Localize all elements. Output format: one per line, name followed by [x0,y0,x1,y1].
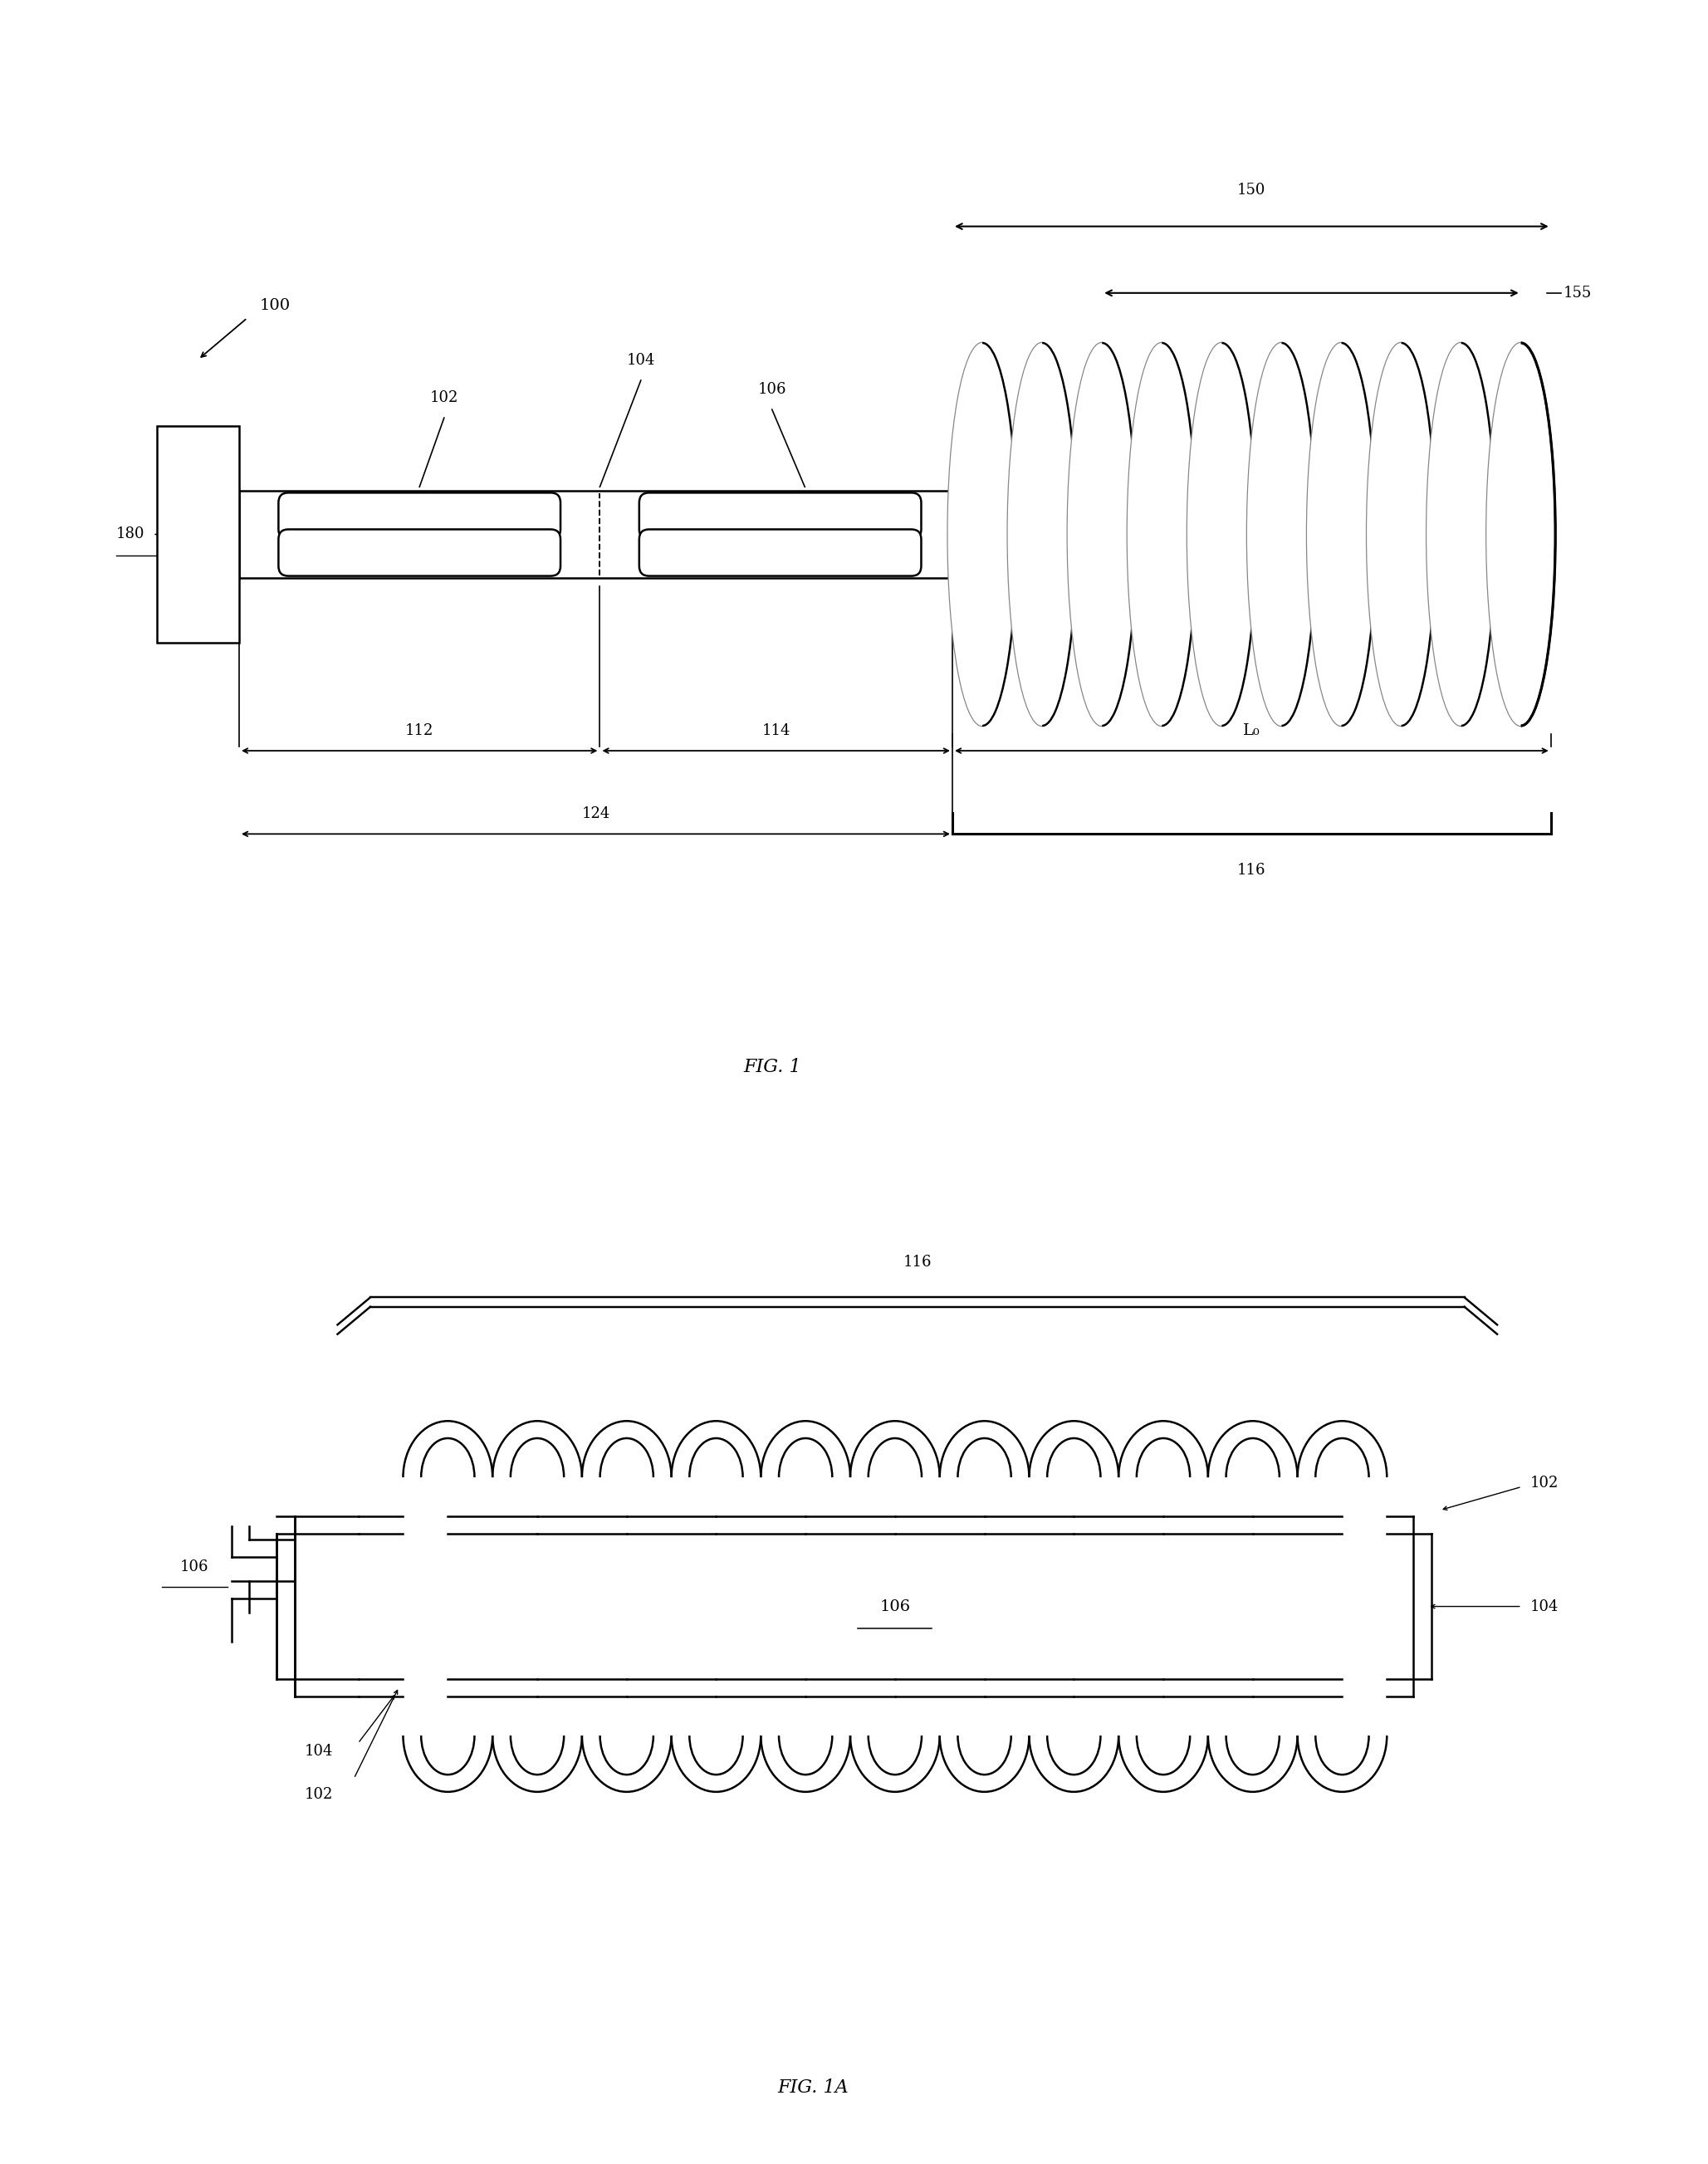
Bar [157,426,239,643]
Ellipse shape [1426,342,1496,725]
FancyBboxPatch shape [278,530,560,576]
FancyBboxPatch shape [639,530,921,576]
Text: 155: 155 [1563,286,1592,301]
Ellipse shape [948,342,1016,725]
Ellipse shape [1366,342,1436,725]
Text: 116: 116 [904,1255,931,1270]
FancyBboxPatch shape [639,493,921,539]
Text: 106: 106 [179,1560,208,1575]
Bar [239,491,953,578]
Text: 102: 102 [304,1787,333,1803]
Text: FIG. 1: FIG. 1 [743,1058,801,1076]
Text: 104: 104 [304,1744,333,1759]
Text: 104: 104 [627,353,656,368]
Text: 114: 114 [762,723,791,738]
Text: L₀: L₀ [1243,723,1261,738]
Ellipse shape [1486,342,1556,725]
Text: 102: 102 [430,390,458,405]
Text: 150: 150 [1237,182,1266,197]
Text: 112: 112 [405,723,434,738]
FancyBboxPatch shape [278,493,560,539]
Text: FIG. 1A: FIG. 1A [777,2077,849,2097]
Text: 106: 106 [880,1599,910,1614]
Text: 180: 180 [116,526,145,541]
Text: 116: 116 [1237,863,1266,879]
Text: 120: 120 [292,493,321,509]
Text: 100: 100 [260,299,290,314]
Ellipse shape [1127,342,1196,725]
Ellipse shape [1187,342,1255,725]
Ellipse shape [1247,342,1315,725]
Ellipse shape [1008,342,1076,725]
Text: 124: 124 [581,807,610,822]
Text: 106: 106 [758,383,786,396]
Text: 104: 104 [1530,1599,1558,1614]
Ellipse shape [1068,342,1136,725]
Ellipse shape [1307,342,1377,725]
Text: 102: 102 [1530,1476,1558,1491]
